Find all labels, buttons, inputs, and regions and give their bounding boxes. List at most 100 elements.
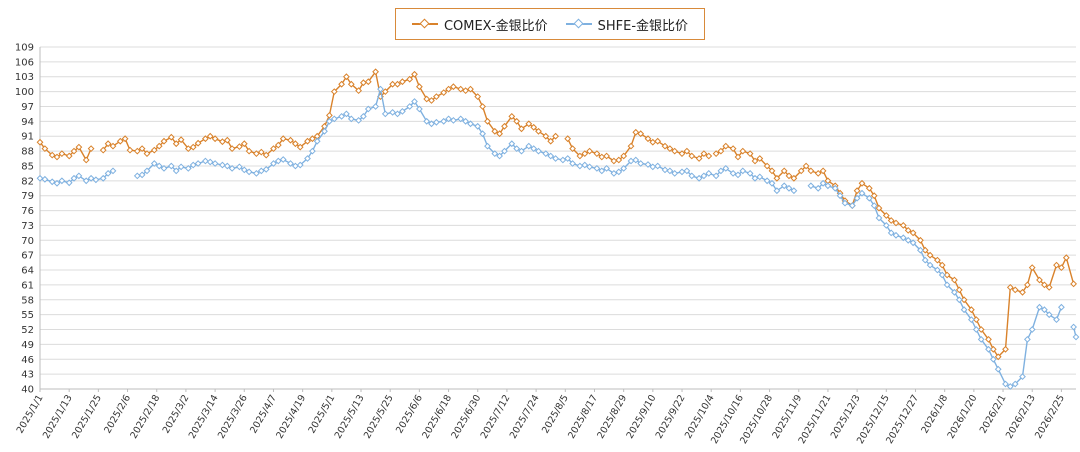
data-point (457, 115, 465, 123)
data-point (644, 161, 652, 168)
y-tick-label: 97 (21, 102, 34, 113)
y-tick-label: 58 (21, 295, 34, 306)
data-point (518, 147, 525, 155)
data-point (802, 162, 810, 170)
data-point (909, 239, 917, 247)
data-point (450, 83, 457, 91)
data-point (603, 152, 610, 160)
data-point (338, 113, 345, 120)
data-point (262, 166, 270, 173)
data-point (700, 172, 708, 180)
x-tick-label: 2025/6/30 (449, 393, 483, 441)
data-point (564, 135, 572, 143)
data-point (985, 345, 992, 353)
data-point (819, 179, 827, 187)
data-point (116, 137, 124, 145)
data-point (381, 88, 389, 95)
x-tick-label: 2025/11/9 (770, 393, 804, 441)
data-point (790, 187, 798, 195)
data-point (41, 145, 49, 152)
data-point (853, 194, 861, 202)
data-point (943, 281, 951, 289)
data-point (474, 122, 482, 130)
x-tick-label: 2025/12/3 (829, 393, 863, 441)
data-point (58, 150, 66, 157)
data-point (955, 296, 963, 304)
data-point (411, 98, 418, 105)
data-point (1006, 284, 1014, 291)
data-point (717, 167, 725, 175)
data-point (394, 110, 401, 118)
data-point (150, 146, 158, 154)
data-point (989, 345, 997, 353)
data-point (734, 153, 742, 161)
data-point (960, 306, 968, 314)
data-point (75, 143, 83, 151)
data-point (921, 246, 929, 254)
data-point (882, 222, 890, 229)
data-point (547, 152, 555, 160)
data-point (1036, 303, 1043, 311)
data-point (683, 147, 691, 155)
data-point (338, 80, 345, 88)
data-point (411, 70, 418, 78)
data-point (155, 142, 163, 150)
data-point (36, 174, 44, 182)
data-point (262, 151, 270, 159)
data-point (968, 316, 975, 323)
data-point (194, 160, 202, 167)
data-point (501, 147, 508, 155)
data-point (450, 117, 457, 124)
data-point (99, 146, 107, 154)
data-point (722, 165, 730, 172)
data-point (627, 157, 635, 165)
data-point (688, 152, 696, 160)
data-point (347, 115, 355, 123)
data-point (887, 229, 895, 237)
data-point (968, 306, 975, 314)
data-point (202, 157, 209, 165)
data-point (355, 87, 362, 94)
x-tick-label: 2025/7/12 (479, 393, 513, 441)
data-point (729, 170, 737, 177)
data-point (423, 117, 431, 125)
data-point (41, 175, 49, 183)
data-point (1072, 333, 1080, 341)
data-point (133, 172, 141, 180)
x-tick-label: 2025/8/5 (540, 393, 571, 435)
data-point (313, 132, 321, 140)
data-point (610, 170, 618, 177)
data-point (858, 189, 866, 197)
data-point (423, 95, 431, 103)
data-point (309, 147, 316, 155)
data-point (462, 117, 469, 125)
data-point (223, 162, 231, 170)
x-tick-label: 2025/1/1 (15, 393, 46, 435)
data-point (892, 231, 900, 239)
data-point (428, 97, 435, 104)
y-tick-label: 85 (21, 161, 34, 172)
data-point (525, 142, 533, 150)
data-point (82, 156, 90, 164)
data-point (109, 142, 117, 150)
data-point (841, 199, 849, 207)
data-point (253, 150, 260, 157)
data-point (870, 202, 878, 209)
y-tick-label: 88 (21, 147, 34, 158)
data-point (508, 140, 516, 148)
data-point (644, 135, 652, 143)
data-point (138, 145, 146, 152)
data-point (586, 147, 593, 155)
x-tick-label: 2025/10/4 (683, 393, 717, 441)
data-point (360, 113, 367, 120)
data-point (739, 167, 747, 175)
data-point (177, 136, 185, 144)
data-point (508, 113, 516, 120)
data-point (240, 166, 248, 174)
data-point (133, 147, 141, 155)
data-point (48, 151, 56, 159)
data-point (70, 174, 78, 182)
data-point (372, 68, 379, 76)
data-point (870, 192, 878, 200)
